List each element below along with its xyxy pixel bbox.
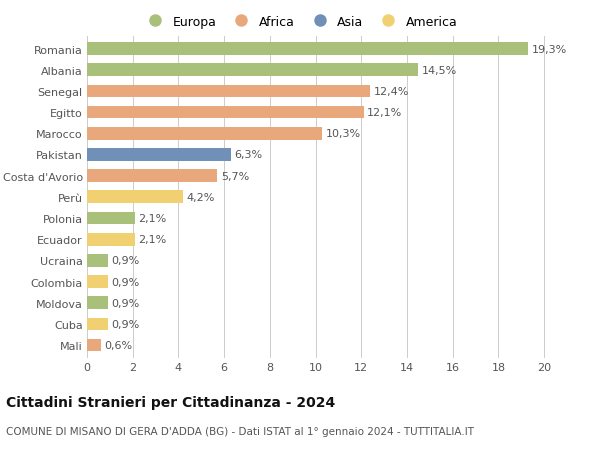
Bar	[87, 85, 370, 98]
Bar	[87, 275, 107, 288]
Bar	[87, 106, 364, 119]
Bar	[87, 170, 217, 183]
Text: 6,3%: 6,3%	[235, 150, 263, 160]
Text: 0,9%: 0,9%	[111, 319, 139, 329]
Text: 0,6%: 0,6%	[104, 340, 132, 350]
Bar	[87, 149, 231, 162]
Text: 14,5%: 14,5%	[422, 66, 457, 76]
Text: 10,3%: 10,3%	[326, 129, 361, 139]
Text: 19,3%: 19,3%	[532, 45, 567, 55]
Bar	[87, 254, 107, 267]
Text: Cittadini Stranieri per Cittadinanza - 2024: Cittadini Stranieri per Cittadinanza - 2…	[6, 395, 335, 409]
Text: COMUNE DI MISANO DI GERA D'ADDA (BG) - Dati ISTAT al 1° gennaio 2024 - TUTTITALI: COMUNE DI MISANO DI GERA D'ADDA (BG) - D…	[6, 426, 474, 436]
Legend: Europa, Africa, Asia, America: Europa, Africa, Asia, America	[137, 11, 463, 34]
Bar	[87, 212, 135, 225]
Text: 0,9%: 0,9%	[111, 256, 139, 266]
Text: 0,9%: 0,9%	[111, 277, 139, 287]
Text: 5,7%: 5,7%	[221, 171, 249, 181]
Text: 12,4%: 12,4%	[374, 87, 409, 97]
Bar	[87, 318, 107, 330]
Text: 2,1%: 2,1%	[139, 213, 167, 224]
Bar	[87, 297, 107, 309]
Bar	[87, 43, 528, 56]
Text: 0,9%: 0,9%	[111, 298, 139, 308]
Bar	[87, 128, 322, 140]
Bar	[87, 191, 183, 204]
Text: 4,2%: 4,2%	[187, 192, 215, 202]
Text: 12,1%: 12,1%	[367, 108, 402, 118]
Bar	[87, 339, 101, 352]
Text: 2,1%: 2,1%	[139, 235, 167, 245]
Bar	[87, 64, 418, 77]
Bar	[87, 233, 135, 246]
